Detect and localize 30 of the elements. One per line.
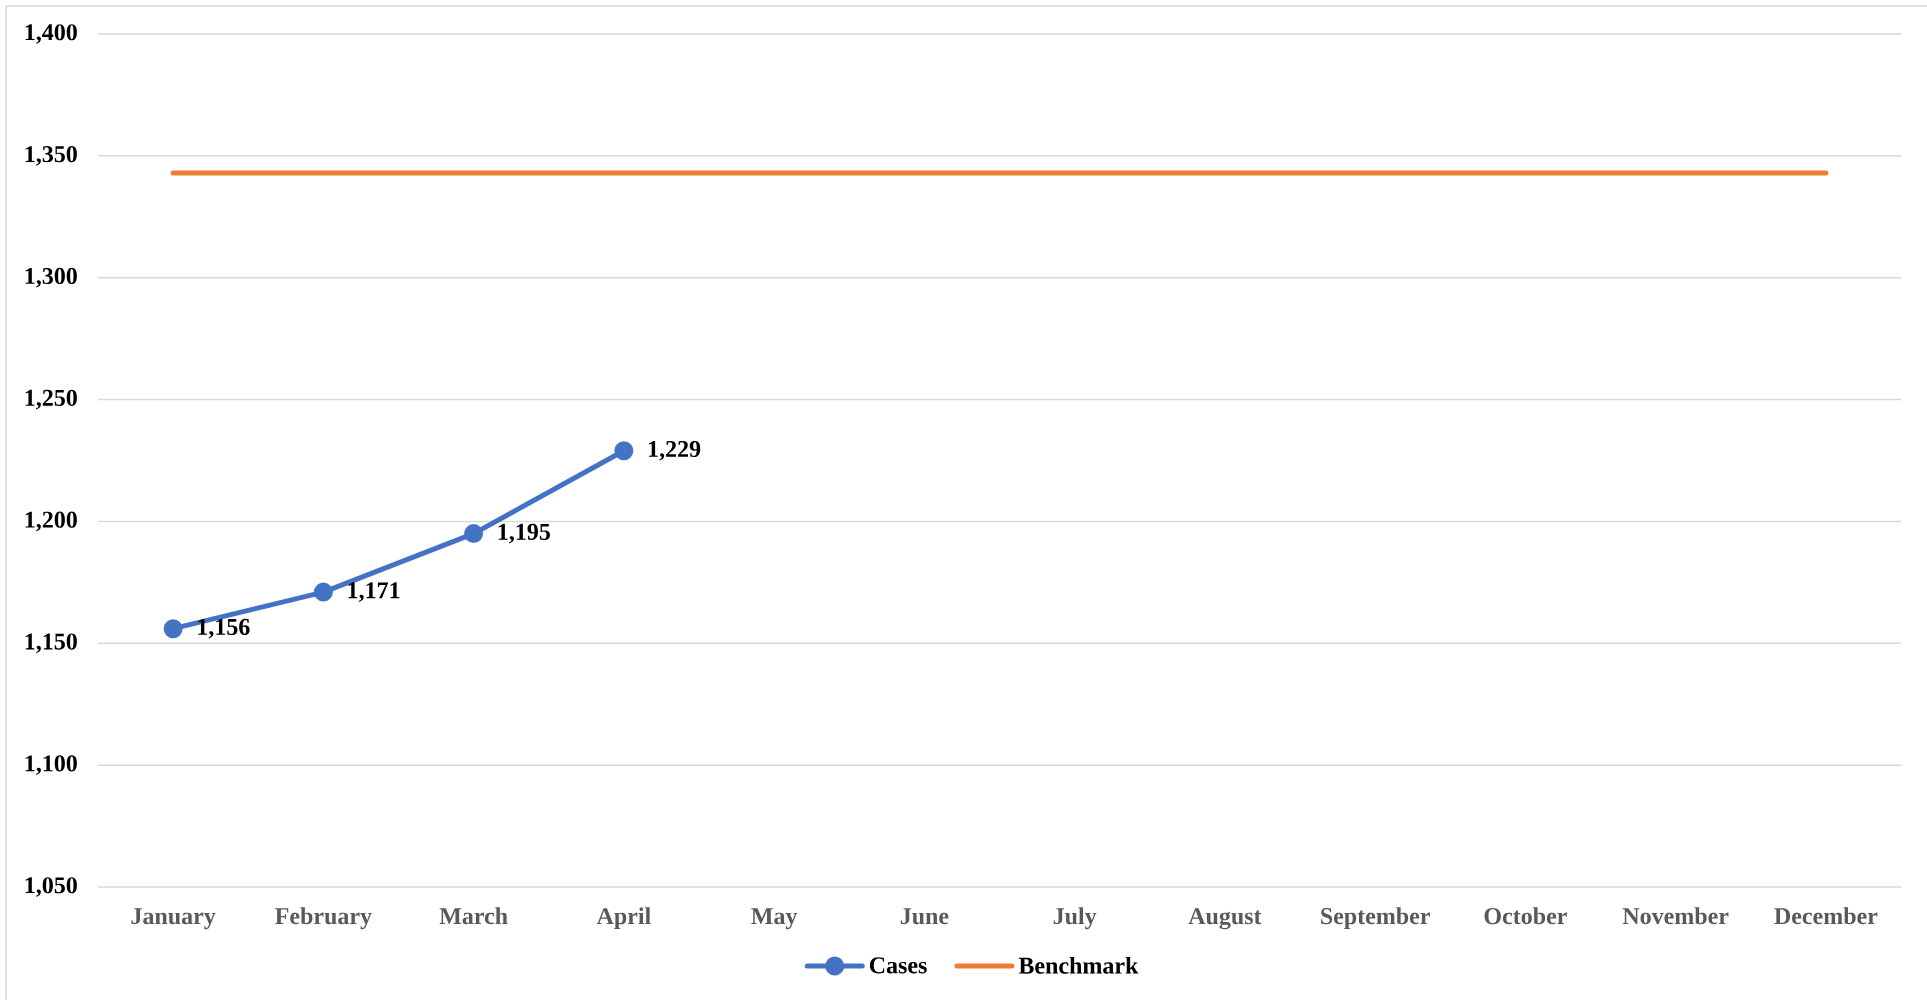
x-tick-label: June <box>900 908 949 925</box>
y-tick-label: 1,150 <box>25 633 77 654</box>
y-tick-label: 1,250 <box>25 389 77 410</box>
x-tick-label: September <box>1321 907 1430 930</box>
point <box>163 619 183 639</box>
data-label: 1,229 <box>649 440 701 461</box>
point <box>464 524 484 544</box>
x-tick-label: February <box>275 907 372 930</box>
x-tick-label: December <box>1774 907 1878 925</box>
y-tick-label: 1,400 <box>25 24 77 44</box>
x-tick-label: May <box>751 908 798 930</box>
x-tick-label: July <box>1053 907 1097 930</box>
x-tick-label: January <box>131 908 216 930</box>
x-tick-label: August <box>1188 908 1262 930</box>
y-tick-label: 1,100 <box>25 755 77 775</box>
y-tick-label: 1,200 <box>25 511 77 532</box>
x-tick-label: October <box>1484 907 1567 925</box>
legend-label: Cases <box>869 957 927 974</box>
point <box>614 441 634 461</box>
legend-label: Benchmark <box>1018 956 1139 974</box>
data-label: 1,195 <box>498 523 550 544</box>
x-tick-label: March <box>439 907 508 925</box>
data-label: 1,171 <box>348 582 400 602</box>
x-tick-label: April <box>596 907 651 930</box>
y-tick-label: 1,350 <box>25 146 77 166</box>
y-tick-label: 1,050 <box>25 877 77 897</box>
data-label: 1,156 <box>198 618 250 639</box>
y-tick-label: 1,300 <box>25 267 77 288</box>
x-tick-label: November <box>1622 907 1729 925</box>
point <box>313 582 333 602</box>
